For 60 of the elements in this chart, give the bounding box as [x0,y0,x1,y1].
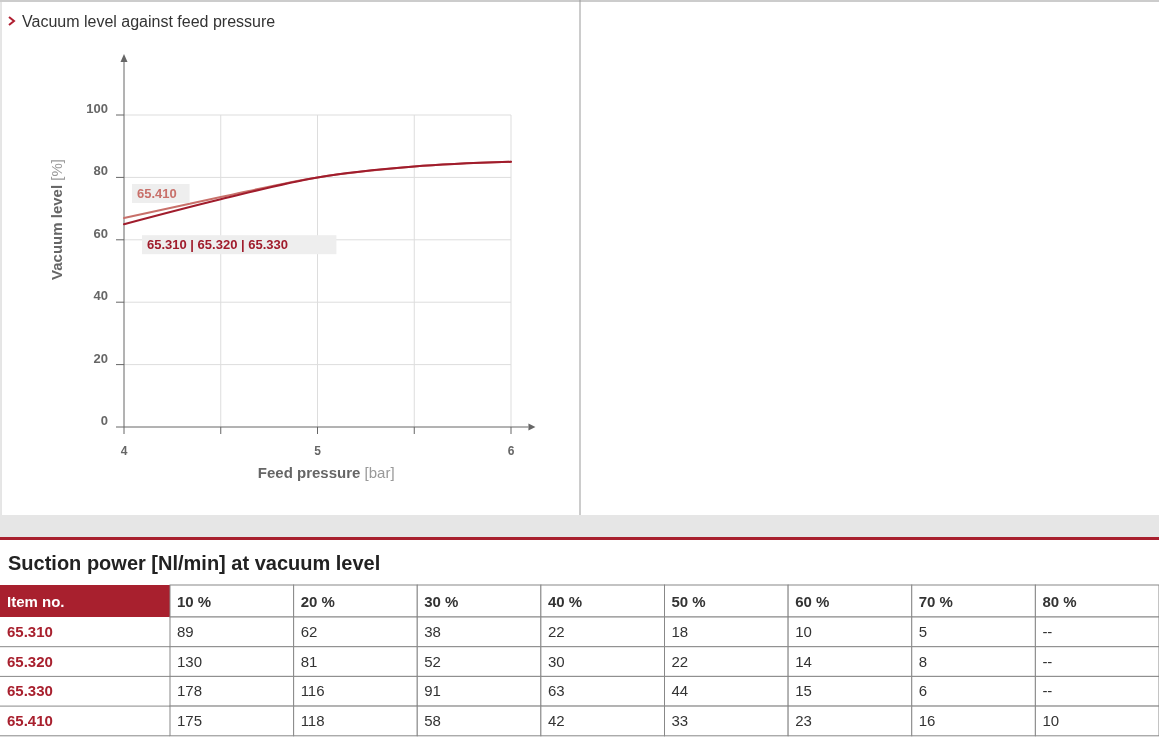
y-tick-label: 65.310 [7,623,53,640]
x-tick-label: 10 % [177,593,212,610]
y-tick-label: 60 [93,225,108,241]
series-label: 65.310 | 65.320 | 65.330 [147,237,289,253]
x-tick-label: 5 [314,444,322,458]
data-label: 116 [300,682,325,700]
series-label: 65.410 [137,185,177,201]
data-label: 81 [300,652,318,670]
data-label: 22 [547,623,565,640]
x-tick-label: 4 [120,444,128,458]
data-label: 42 [547,712,565,730]
x-tick-label: 60 % [795,593,830,610]
data-label: 52 [424,652,441,670]
data-label: 91 [424,682,441,700]
data-label: 10 [1042,712,1060,730]
y-tick-label: 0 [100,413,108,428]
data-label: 118 [300,712,325,730]
data-label: 58 [424,712,441,730]
x-axis-title: Feed pressure [bar] [257,464,395,481]
y-tick-label: 100 [86,101,108,116]
data-label: 62 [300,623,318,640]
y-axis-title: Vacuum level [%] [48,159,65,280]
data-label: 15 [795,682,812,700]
y-tick-label: 40 [93,288,108,304]
data-label: 14 [795,652,812,670]
text: -- [1042,652,1053,670]
chart-title: Vacuum level against feed pressure [22,13,276,30]
chart-title: Suction power [Nl/min] at vacuum level [8,552,381,574]
data-label: 22 [671,652,689,670]
data-label: 63 [547,682,565,700]
text: -- [1042,623,1053,640]
x-tick-label: 70 % [918,593,953,610]
data-label: 89 [177,623,194,640]
text: -- [1042,682,1053,700]
x-tick-label: 80 % [1042,593,1077,610]
data-label: 175 [177,712,203,730]
data-label: 23 [795,712,812,730]
data-label: 33 [671,712,689,730]
data-label: 44 [671,682,689,700]
data-label: 6 [918,682,928,700]
data-label: 178 [177,682,203,700]
x-tick-label: 50 % [671,593,706,610]
y-tick-label: 80 [93,163,108,179]
data-label: 130 [177,652,203,670]
x-tick-label: 40 % [547,593,583,610]
x-tick-label: 20 % [300,593,335,610]
data-label: 18 [671,623,689,640]
y-axis-title: Item no. [7,593,65,610]
y-tick-label: 65.320 [7,652,53,670]
data-label: 38 [424,623,441,640]
data-label: 8 [918,652,928,670]
y-tick-label: 65.410 [7,712,53,730]
data-label: 5 [918,623,928,640]
x-tick-label: 30 % [424,593,459,610]
y-tick-label: 65.330 [7,682,53,700]
data-label: 30 [547,652,565,670]
data-label: 16 [918,712,936,730]
y-tick-label: 20 [93,350,108,366]
data-label: 10 [795,623,812,640]
x-tick-label: 6 [507,444,515,458]
